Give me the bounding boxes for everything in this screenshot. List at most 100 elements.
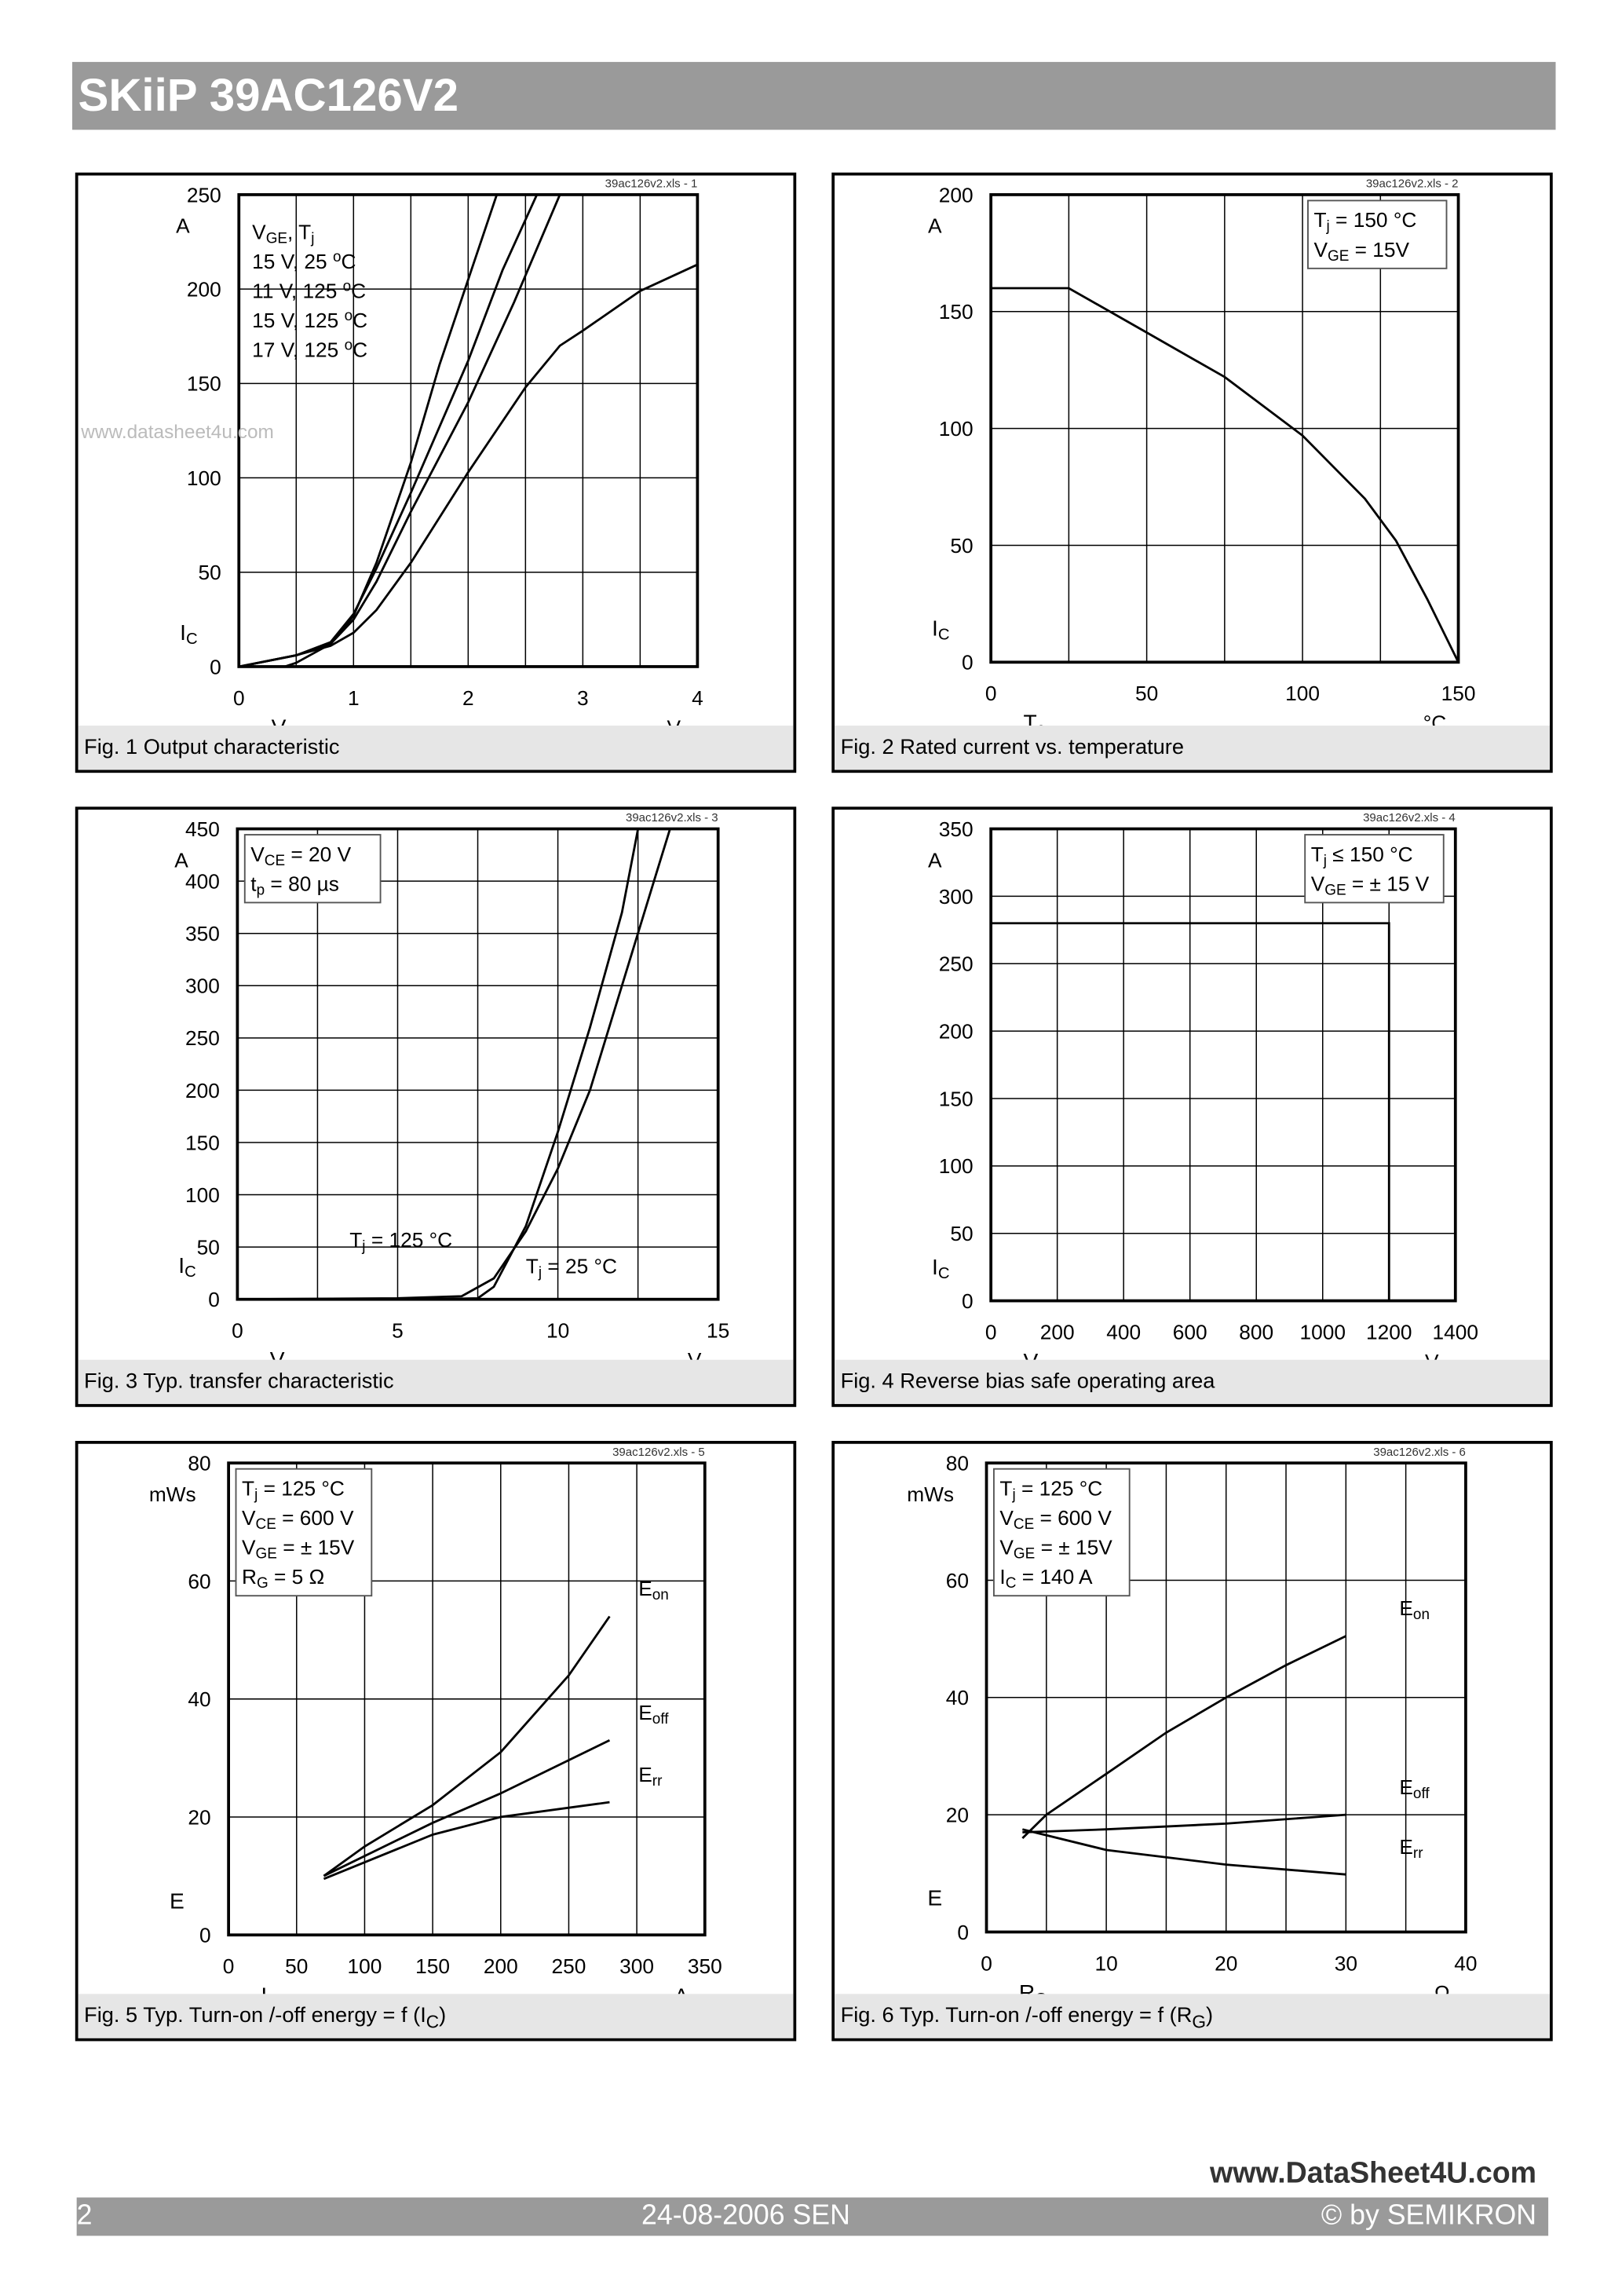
- text-part: V: [1313, 238, 1328, 261]
- y-unit: A: [928, 848, 942, 872]
- x-tick-label: 0: [985, 682, 997, 705]
- text-part: E: [1399, 1835, 1413, 1859]
- series-line: [238, 194, 539, 668]
- text-part: T: [1313, 208, 1326, 232]
- caption-end: ): [1206, 2004, 1214, 2028]
- y-tick-label: 200: [939, 183, 974, 207]
- x-tick-label: 1: [348, 686, 360, 710]
- text-part: V: [242, 1506, 256, 1530]
- x-tick-label: 800: [1239, 1320, 1273, 1344]
- caption-text: Fig. 5 Typ. Turn-on /-off energy = f (I: [84, 2004, 426, 2028]
- subscript: j: [1323, 853, 1327, 869]
- legend-line: VCE = 600 V: [999, 1506, 1112, 1533]
- text-part: , T: [287, 220, 311, 243]
- x-tick-label: 1200: [1366, 1320, 1412, 1344]
- footer: 2 24-08-2006 SEN © by SEMIKRON www.DataS…: [76, 2158, 1549, 2236]
- subscript: p: [257, 882, 265, 898]
- x-axis-label: VCE: [272, 714, 309, 726]
- series-line: [323, 1615, 611, 1877]
- subscript: CE: [256, 1516, 276, 1533]
- text-part: E: [1399, 1596, 1413, 1620]
- page-title: SKiiP 39AC126V2: [72, 61, 1556, 130]
- y-unit: mWs: [907, 1483, 954, 1506]
- x-tick-label: 250: [552, 1954, 586, 1978]
- subscript: G: [257, 1575, 269, 1592]
- y-tick-label: 50: [198, 561, 221, 584]
- text-part: C: [353, 309, 367, 332]
- subscript: j: [361, 1238, 365, 1255]
- x-tick-label: 400: [1106, 1320, 1141, 1344]
- subscript: G: [1035, 1991, 1047, 1994]
- text-part: C: [353, 338, 367, 362]
- x-tick-label: 1400: [1433, 1320, 1478, 1344]
- text-part: V: [1311, 872, 1325, 895]
- series-line: [1022, 1813, 1346, 1834]
- annotation: Tj = 25 °C: [526, 1254, 617, 1281]
- text-part: = 150 °C: [1330, 208, 1417, 232]
- chart-panel-6: 020406080010203040mWsERGΩ39ac126v2.xls -…: [831, 1441, 1553, 2042]
- x-tick-label: 100: [348, 1954, 382, 1978]
- x-tick-label: 50: [1135, 682, 1158, 705]
- y-axis-label: E: [927, 1885, 942, 1910]
- x-tick-label: 40: [1454, 1951, 1477, 1975]
- y-tick-label: 20: [188, 1805, 210, 1829]
- file-tag: 39ac126v2.xls - 2: [1366, 177, 1459, 191]
- y-tick-label: 20: [946, 1804, 969, 1827]
- legend-line: Tj = 125 °C: [999, 1476, 1102, 1503]
- superscript: o: [333, 249, 342, 265]
- chart-2: 0 50 100 150 200 0 50 100 150 A IC Tc °C 39ac126v2.xl…: [928, 177, 1475, 726]
- file-tag: 39ac126v2.xls - 6: [1373, 1446, 1466, 1459]
- chart-5: 0 20 40 60 80 0 50 100 150 200 250 300 350 mWs E IC A 39a…: [149, 1446, 722, 1994]
- chart-panel-5: 020406080050100150200250300350mWsEICA39a…: [75, 1441, 797, 2042]
- text-part: 15 V, 25: [252, 250, 333, 273]
- x-tick-label: 150: [415, 1954, 450, 1978]
- series-line: [991, 922, 1390, 1301]
- subscript: C: [938, 1265, 950, 1282]
- y-tick-label: 50: [950, 534, 973, 558]
- legend-box: [1304, 834, 1445, 904]
- footer-date: 24-08-2006 SEN: [641, 2200, 850, 2232]
- file-tag: 39ac126v2.xls - 3: [626, 811, 718, 824]
- y-tick-label: 100: [185, 1183, 220, 1207]
- text-part: V: [1023, 1348, 1038, 1360]
- y-axis-label: IC: [932, 1254, 949, 1282]
- text-part: 17 V, 125: [252, 338, 344, 362]
- series-line: [237, 828, 671, 1301]
- subscript: GE: [284, 1358, 307, 1360]
- y-tick-label: 300: [939, 885, 974, 909]
- chart-4: 0 50 100 150 200 250 300 350 0 200 400 600 800 1000 12…: [928, 811, 1478, 1360]
- x-tick-label: 0: [233, 686, 245, 710]
- y-tick-label: 0: [962, 651, 974, 675]
- legend-line: 11 V, 125 oC: [252, 279, 366, 303]
- legend-line: Tj = 125 °C: [242, 1476, 345, 1503]
- subscript: GE: [1328, 248, 1349, 265]
- chart-3: 050100150200250300350400450051015AICVGEV…: [174, 811, 729, 1360]
- y-tick-label: 100: [939, 417, 974, 441]
- text-part: = 80 µs: [265, 872, 339, 895]
- caption-text: Fig. 4 Reverse bias safe operating area: [840, 1369, 1215, 1394]
- series-label: Err: [1399, 1835, 1423, 1862]
- y-tick-label: 80: [946, 1452, 969, 1475]
- text-part: T: [1023, 710, 1036, 726]
- x-tick-label: 0: [981, 1951, 992, 1975]
- text-part: T: [526, 1254, 539, 1278]
- text-part: V: [242, 1536, 256, 1559]
- series-label: Err: [638, 1763, 662, 1790]
- watermark: www.datasheet4u.com: [80, 422, 274, 443]
- figure-caption: Fig. 1 Output characteristic: [78, 726, 794, 770]
- y-tick-label: 60: [188, 1570, 210, 1593]
- chart-panel-2: 0 50 100 150 200 0 50 100 150 A IC Tc °C 39ac126v2.xl…: [831, 172, 1553, 773]
- figure-caption: Fig. 6 Typ. Turn-on /-off energy = f (RG…: [835, 1994, 1550, 2038]
- superscript: o: [345, 338, 353, 354]
- copyright: © by SEMIKRON: [1321, 2200, 1537, 2232]
- x-tick-label: 200: [484, 1954, 518, 1978]
- y-tick-label: 250: [939, 952, 974, 976]
- text-part: = 140 A: [1016, 1565, 1093, 1589]
- figure-caption: Fig. 3 Typ. transfer characteristic: [78, 1359, 794, 1405]
- chart-1: 05010015020025001234AICVCEV39ac126v2.xls…: [80, 177, 703, 726]
- subscript: on: [652, 1587, 669, 1603]
- y-unit: mWs: [149, 1483, 196, 1506]
- text-part: = 20 V: [285, 843, 351, 866]
- text-part: I: [932, 1254, 938, 1279]
- y-tick-label: 150: [187, 372, 221, 396]
